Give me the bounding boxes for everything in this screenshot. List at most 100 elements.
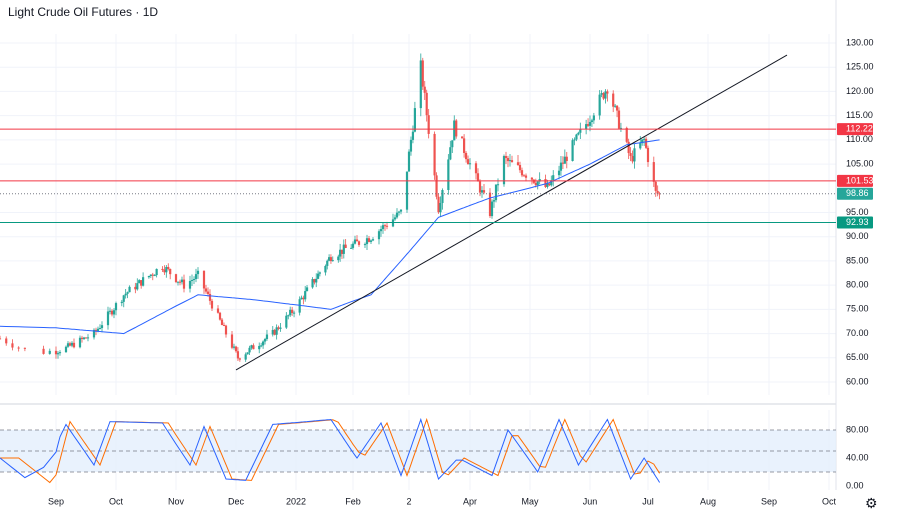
candle-body [658, 193, 661, 195]
candle-body [98, 328, 102, 330]
candle-body [263, 339, 267, 342]
candle-body [548, 183, 551, 186]
candle-body [192, 279, 196, 281]
time-tick-label: Jun [583, 496, 598, 506]
candle-body [381, 225, 385, 230]
candle-body [298, 299, 301, 313]
candle-body [5, 338, 8, 344]
candle-body [453, 120, 456, 141]
candle-body [56, 353, 60, 355]
candle-body [68, 343, 72, 346]
candle-body [565, 156, 568, 162]
candle-body [614, 105, 617, 107]
candle-body [194, 274, 198, 280]
candle-body [592, 115, 595, 121]
candle-body [136, 283, 139, 290]
candle-body [524, 175, 528, 178]
candle-body [126, 292, 129, 294]
stochastic-tick-label: 0.00 [846, 480, 864, 490]
candle-body [625, 127, 628, 142]
candle-body [461, 136, 464, 139]
time-tick-label: May [521, 496, 539, 506]
candle-body [128, 286, 131, 293]
price-tick-label: 70.00 [846, 328, 869, 338]
candle-body [190, 280, 194, 282]
candle-body [230, 334, 234, 348]
candle-body [313, 279, 316, 283]
candle-body [271, 329, 274, 335]
candle-body [369, 240, 373, 242]
candle-body [557, 170, 561, 176]
candle-body [544, 179, 547, 187]
candle-body [411, 131, 415, 140]
candle-body [161, 268, 164, 270]
candle-body [0, 338, 2, 340]
candle-body [451, 140, 454, 148]
candle-body [275, 327, 278, 335]
candle-body [327, 257, 331, 261]
candle-body [585, 124, 588, 129]
candle-body [409, 139, 413, 152]
candle-body [258, 345, 261, 350]
candle-body [178, 281, 182, 283]
candle-body [138, 280, 141, 284]
candle-body [350, 247, 353, 249]
candle-body [122, 295, 125, 302]
candle-body [399, 209, 403, 212]
candle-body [66, 343, 70, 347]
candle-body [490, 201, 494, 217]
moving-average-line [0, 139, 660, 335]
candle-body [112, 310, 116, 315]
candle-body [579, 128, 582, 133]
gear-icon[interactable]: ⚙ [865, 495, 878, 511]
price-tick-label: 90.00 [846, 231, 869, 241]
candle-body [466, 159, 470, 165]
candle-body [464, 152, 468, 160]
chart-title: Light Crude Oil Futures · 1D [8, 5, 159, 19]
candle-body [629, 153, 632, 156]
candle-body [615, 105, 619, 111]
candle-body [232, 346, 236, 348]
candle-body [252, 345, 255, 350]
candle-body [292, 312, 296, 314]
price-tick-label: 115.00 [846, 110, 873, 120]
candle-body [96, 328, 100, 332]
candle-body [586, 124, 590, 126]
time-tick-label: Aug [700, 496, 716, 506]
candle-body [304, 291, 307, 300]
candle-body [606, 91, 609, 94]
candle-body [536, 181, 539, 186]
candle-body [530, 177, 534, 180]
candle-body [324, 265, 327, 273]
candle-body [654, 181, 657, 191]
trendline[interactable] [235, 54, 788, 371]
candle-body [176, 281, 180, 283]
price-level-badge-label: 101.53 [846, 175, 874, 185]
candle-body [167, 266, 170, 269]
candle-body [120, 301, 123, 304]
candle-body [174, 274, 178, 283]
price-tick-label: 75.00 [846, 304, 869, 314]
candle-body [337, 256, 340, 261]
candle-body [516, 162, 520, 165]
time-tick-label: Jul [642, 496, 654, 506]
candle-body [344, 244, 347, 248]
candle-body [437, 196, 440, 213]
candle-body [385, 225, 389, 227]
candle-body [124, 293, 127, 296]
candle-body [92, 329, 96, 338]
candle-body [291, 309, 294, 313]
candle-body [70, 342, 74, 346]
candle-body [455, 120, 458, 137]
candle-body [435, 175, 438, 197]
candle-body [261, 341, 265, 346]
candle-body [169, 268, 172, 275]
candle-body [265, 334, 269, 340]
candle-body [506, 158, 510, 162]
candle-body [449, 147, 452, 160]
candle-body [639, 143, 642, 149]
candle-body [204, 288, 208, 292]
candle-body [224, 325, 228, 335]
candle-body [598, 94, 601, 116]
